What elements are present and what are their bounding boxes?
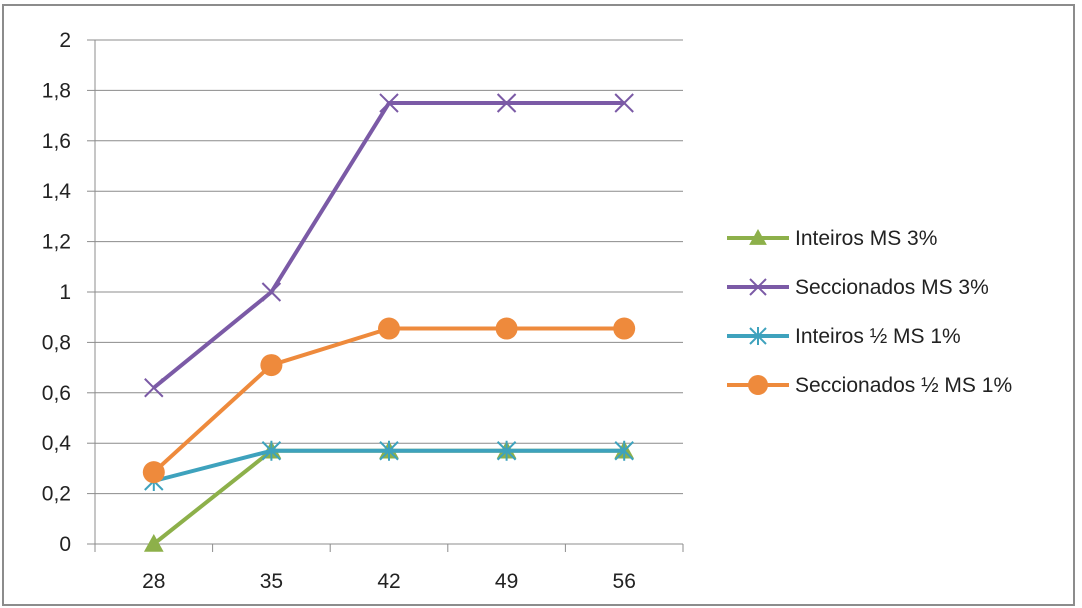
circle-marker — [613, 317, 636, 340]
legend: Inteiros MS 3% Seccionados MS 3% Inteiros … — [727, 227, 1012, 397]
circle-marker — [495, 317, 518, 340]
star-marker — [261, 440, 282, 461]
series-2 — [144, 93, 634, 398]
data-point — [614, 440, 634, 461]
circle-marker — [748, 375, 768, 395]
y-tick-label: 1,8 — [42, 79, 71, 102]
legend-label: Inteiros MS 3% — [795, 227, 937, 250]
circle-marker — [378, 317, 400, 340]
circle-marker — [142, 461, 165, 484]
data-point — [496, 93, 517, 113]
data-point — [614, 93, 634, 113]
legend-item: Inteiros ½ MS 1% — [727, 325, 961, 348]
x-marker — [496, 93, 517, 113]
data-point — [613, 317, 636, 340]
triangle-marker — [143, 533, 164, 552]
legend-label: Inteiros ½ MS 1% — [795, 325, 961, 348]
y-tick-label: 1,4 — [42, 180, 72, 203]
x-marker — [749, 278, 767, 296]
y-gridlines — [87, 39, 684, 552]
series-3 — [144, 440, 634, 491]
legend-item: Seccionados ½ MS 1% — [727, 374, 1012, 397]
data-point — [260, 354, 283, 377]
star-marker — [614, 440, 634, 461]
x-tick-label: 42 — [377, 570, 400, 593]
data-point — [142, 461, 165, 484]
x-marker-stroke — [261, 282, 282, 302]
circle-marker — [260, 354, 283, 377]
x-marker — [144, 378, 164, 398]
x-marker — [261, 282, 282, 302]
series-line — [152, 101, 625, 390]
x-marker-stroke — [379, 93, 399, 113]
data-point — [144, 378, 164, 398]
y-tick-label: 1,2 — [42, 231, 71, 254]
x-marker-stroke — [144, 378, 164, 398]
x-marker-stroke — [749, 278, 767, 296]
x-tick-label: 49 — [495, 570, 518, 593]
x-marker-stroke — [496, 93, 517, 113]
series-4 — [142, 317, 636, 484]
x-marker — [379, 93, 399, 113]
x-tick-label: 35 — [260, 570, 283, 593]
data-point — [379, 440, 399, 461]
legend-item: Seccionados MS 3% — [727, 276, 989, 299]
x-tick-label: 28 — [142, 570, 165, 593]
y-tick-label: 2 — [59, 29, 71, 52]
star-marker — [496, 440, 517, 461]
y-tick-label: 1,6 — [42, 130, 71, 153]
legend-label: Seccionados MS 3% — [795, 276, 989, 299]
x-marker-stroke — [614, 93, 634, 113]
data-point — [379, 93, 399, 113]
triangle-marker — [749, 228, 767, 245]
y-tick-label: 0,4 — [42, 432, 72, 455]
data-point — [261, 282, 282, 302]
y-axis-tick-labels: 0 0,2 0,4 0,6 0,8 1 1,2 1,4 1,6 1,8 2 — [42, 29, 72, 556]
data-point — [378, 317, 400, 340]
star-marker — [749, 327, 767, 345]
data-point — [261, 440, 282, 461]
x-tick-label: 56 — [613, 570, 636, 593]
data-point — [495, 317, 518, 340]
data-point — [496, 440, 517, 461]
legend-item: Inteiros MS 3% — [727, 227, 937, 250]
data-point — [143, 533, 164, 552]
y-tick-label: 0,8 — [42, 331, 71, 354]
star-marker — [379, 440, 399, 461]
x-axis-tick-labels: 28 35 42 49 56 — [142, 570, 636, 593]
legend-label: Seccionados ½ MS 1% — [795, 374, 1012, 397]
y-tick-label: 1 — [59, 281, 71, 304]
x-marker — [614, 93, 634, 113]
y-tick-label: 0 — [59, 533, 71, 556]
y-tick-label: 0,2 — [42, 483, 71, 506]
y-tick-label: 0,6 — [42, 382, 71, 405]
